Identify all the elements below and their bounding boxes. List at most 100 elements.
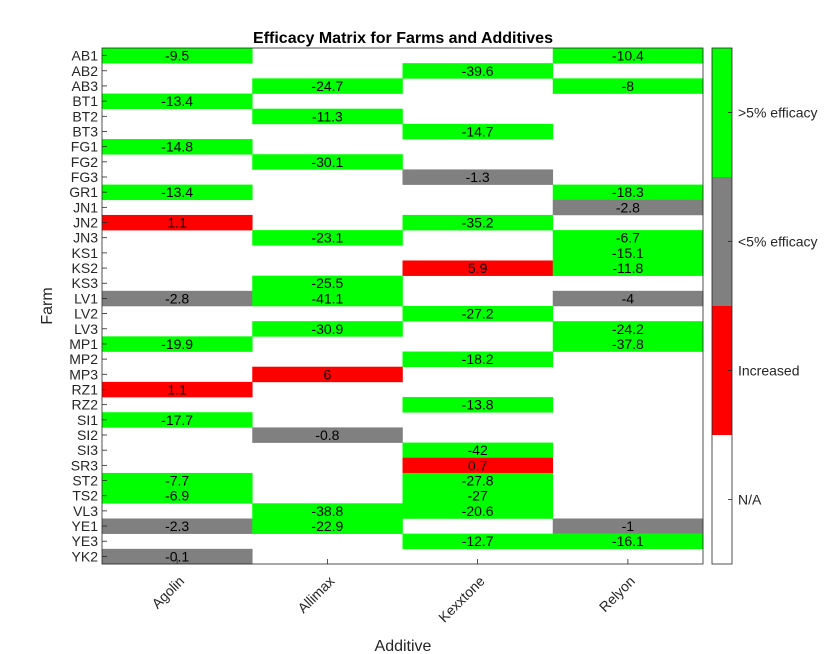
legend-label: N/A xyxy=(738,492,762,508)
x-tick-label: Allimax xyxy=(294,573,337,616)
heatmap-cell xyxy=(102,214,253,231)
heatmap-cell xyxy=(102,548,253,565)
y-tick-label: BT2 xyxy=(72,108,98,124)
heatmap-cell xyxy=(252,518,403,534)
heatmap-cell xyxy=(102,336,253,352)
heatmap-cell xyxy=(102,518,253,534)
y-tick-label: FG1 xyxy=(71,139,98,155)
y-tick-label: MP3 xyxy=(69,366,98,382)
heatmap-cell xyxy=(252,230,403,246)
y-tick-label: RZ1 xyxy=(72,381,99,397)
heatmap-cell xyxy=(552,518,704,534)
heatmap-cell xyxy=(102,139,253,155)
y-tick-label: BT1 xyxy=(72,93,98,109)
cell-value-label: -30.9 xyxy=(311,321,343,337)
heatmap-cell xyxy=(402,457,554,474)
heatmap-cell xyxy=(402,351,554,368)
x-axis-label: Additive xyxy=(375,638,432,654)
cell-value-label: 0.7 xyxy=(468,457,488,473)
cell-value-label: -16.1 xyxy=(612,533,644,549)
cell-value-label: -11.8 xyxy=(612,260,643,276)
legend-frame xyxy=(711,47,733,565)
heatmap-cell xyxy=(402,260,554,276)
x-tick-label: Relyon xyxy=(596,573,638,615)
cell-value-label: -19.9 xyxy=(161,336,193,352)
heatmap-cell xyxy=(552,199,704,216)
y-tick-label: AB3 xyxy=(72,78,99,94)
heatmap-cell xyxy=(552,290,704,307)
cell-value-label: -13.4 xyxy=(161,184,193,200)
cell-value-label: -15.1 xyxy=(612,245,644,261)
x-tick-label: Kexxtone xyxy=(435,573,488,626)
cell-value-label: -24.7 xyxy=(311,78,343,94)
cell-value-label: -2.8 xyxy=(616,199,640,215)
heatmap-cell-labels: -9.5 -10.4 -39.6 -24.7 -8 -13.4 -11.3 -14.7 -14.… xyxy=(161,48,644,565)
heatmap-cell xyxy=(102,290,253,307)
heatmap-cell xyxy=(252,366,403,383)
y-tick-label: JN2 xyxy=(73,215,98,231)
heatmap-cell xyxy=(252,321,403,337)
y-tick-label: FG2 xyxy=(71,154,98,170)
cell-value-label: -2.8 xyxy=(165,290,189,306)
cell-value-label: -11.3 xyxy=(312,108,343,124)
y-tick-label: SI1 xyxy=(77,412,98,428)
cell-value-label: -8 xyxy=(622,78,635,94)
cell-value-label: -0.1 xyxy=(165,548,189,564)
heatmap-cell xyxy=(402,123,554,140)
heatmap-cell xyxy=(402,533,554,550)
heatmap-cell xyxy=(252,503,403,519)
heatmap-cell xyxy=(102,93,253,110)
y-tick-label: YE3 xyxy=(72,533,99,549)
y-tick-label: MP2 xyxy=(69,351,98,367)
y-tick-label: JN3 xyxy=(73,230,98,246)
legend-swatch xyxy=(712,306,732,436)
y-tick-label: KS1 xyxy=(72,245,99,261)
heatmap-cell xyxy=(252,108,403,125)
y-tick-label: YE1 xyxy=(72,518,99,534)
y-tick-label: LV2 xyxy=(74,306,98,322)
cell-value-label: -14.7 xyxy=(462,123,494,139)
y-axis-label: Farm xyxy=(39,287,56,324)
y-tick-label: BT3 xyxy=(72,123,98,139)
heatmap-cell xyxy=(402,442,554,459)
heatmap-cell xyxy=(252,78,403,94)
cell-value-label: -10.4 xyxy=(612,48,644,64)
cell-value-label: -27 xyxy=(468,488,488,504)
y-tick-label: LV3 xyxy=(74,321,98,337)
cell-value-label: -1.3 xyxy=(466,169,490,185)
y-tick-label: SI3 xyxy=(77,442,98,458)
heatmap-cell xyxy=(552,336,704,352)
y-tick-label: GR1 xyxy=(69,184,98,200)
cell-value-label: -18.3 xyxy=(612,184,644,200)
y-tick-label: YK2 xyxy=(72,548,99,564)
colorbar-legend: >5% efficacy <5% efficacy Increased N/A xyxy=(711,47,818,565)
y-tick-label: ST2 xyxy=(72,473,98,489)
heatmap-cell xyxy=(252,154,403,170)
cell-value-label: -6.9 xyxy=(165,488,189,504)
y-axis-ticks: AB1AB2AB3BT1BT2BT3FG1FG2FG3GR1JN1JN2JN3K… xyxy=(69,48,107,564)
cell-value-label: -22.9 xyxy=(311,518,343,534)
y-tick-label: MP1 xyxy=(69,336,98,352)
cell-value-label: -25.5 xyxy=(311,275,343,291)
y-tick-label: JN1 xyxy=(73,199,98,215)
cell-value-label: -7.7 xyxy=(165,473,189,489)
cell-value-label: -24.2 xyxy=(612,321,644,337)
heatmap-cell xyxy=(402,488,554,504)
heatmap-cell xyxy=(252,275,403,292)
heatmap-cell xyxy=(102,472,253,489)
y-tick-label: RZ2 xyxy=(72,397,99,413)
legend-swatch xyxy=(712,48,732,178)
y-tick-label: AB1 xyxy=(72,48,99,64)
cell-value-label: -37.8 xyxy=(612,336,644,352)
y-tick-label: LV1 xyxy=(74,290,98,306)
y-tick-label: AB2 xyxy=(72,63,99,79)
cell-value-label: -39.6 xyxy=(462,63,494,79)
heatmap-cell xyxy=(402,503,554,519)
heatmap-cell xyxy=(102,488,253,504)
heatmap-cell xyxy=(402,306,554,322)
cell-value-label: -20.6 xyxy=(462,503,494,519)
y-tick-label: SI2 xyxy=(77,427,98,443)
cell-value-label: -4 xyxy=(622,290,635,306)
y-tick-label: VL3 xyxy=(73,503,98,519)
